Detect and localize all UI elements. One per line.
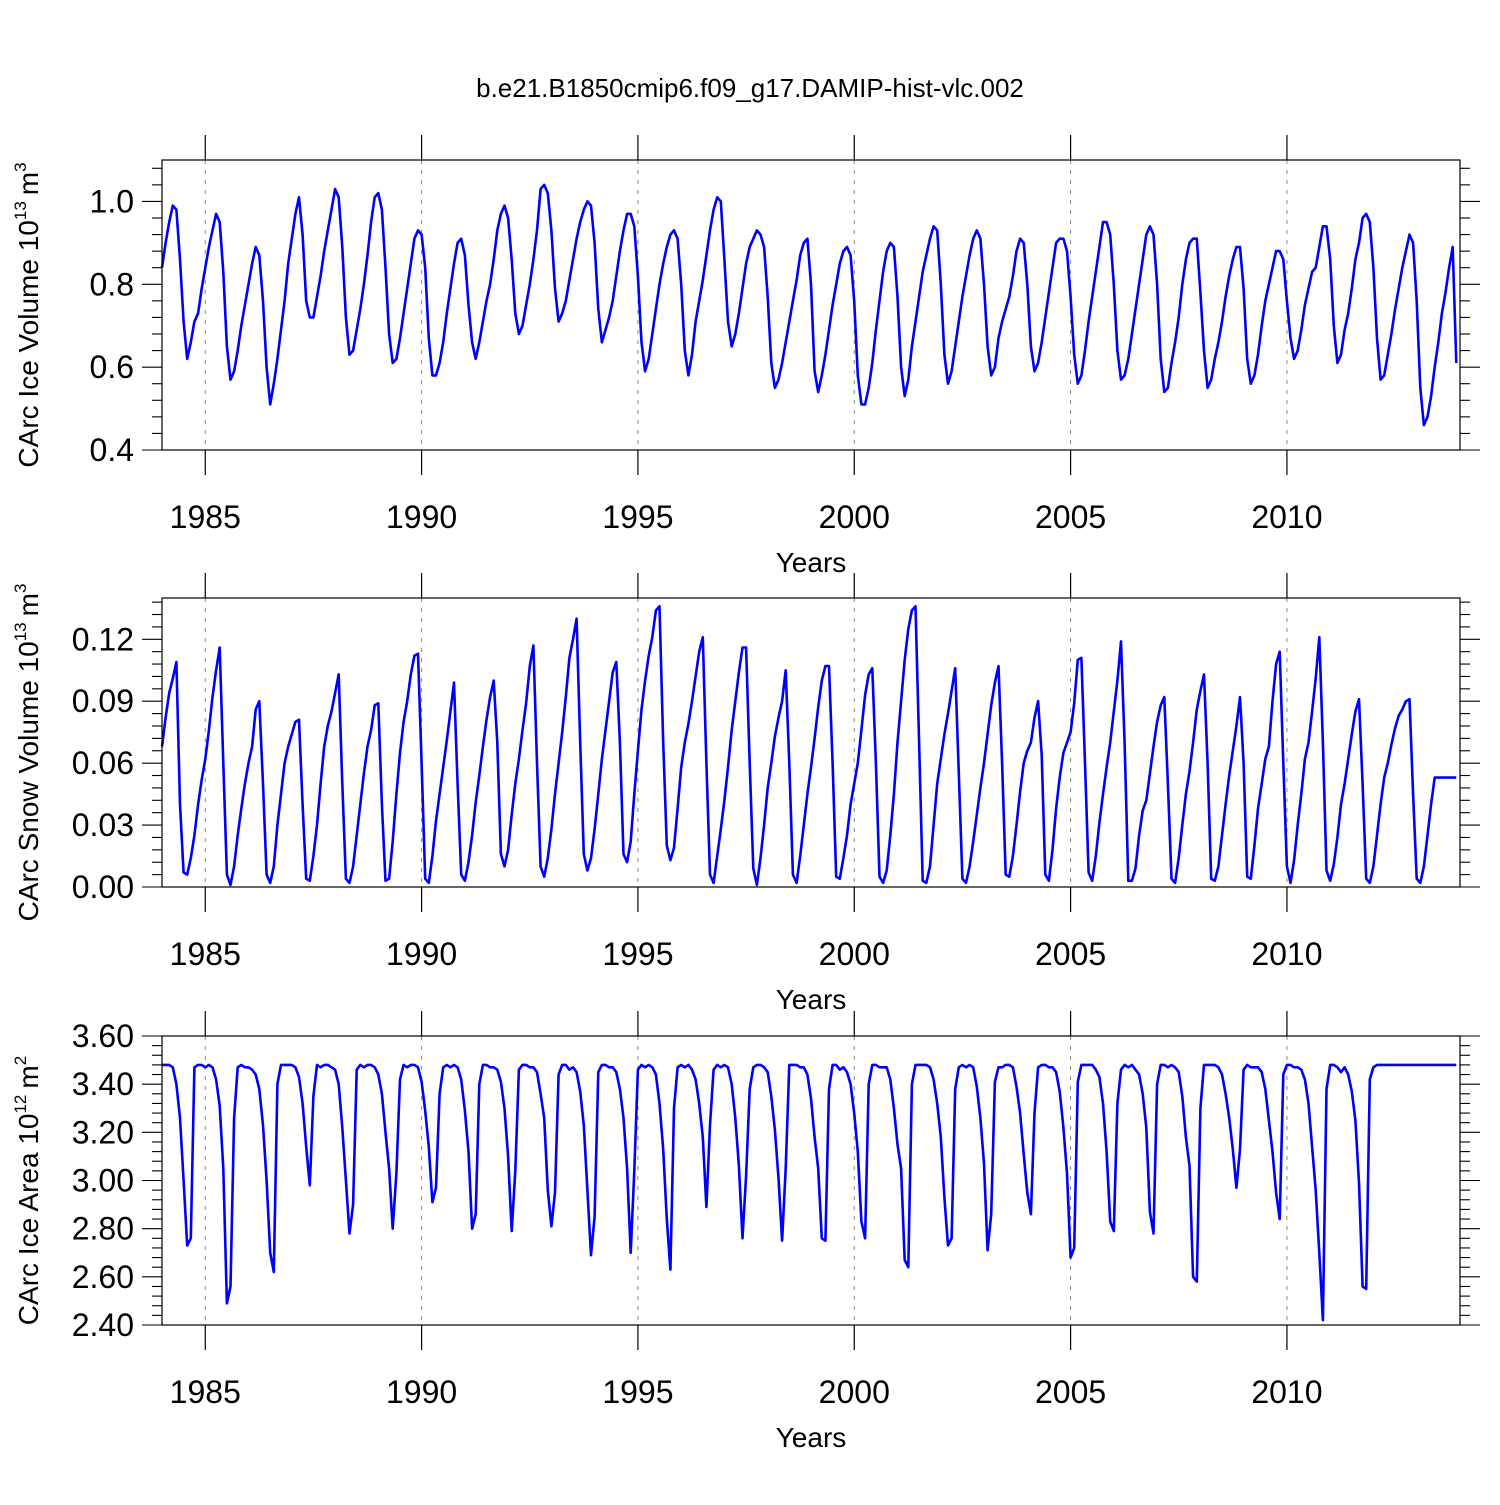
y-tick-label: 0.06 [72, 745, 134, 781]
y-axis-title-unit-exponent: 3 [11, 584, 30, 593]
x-tick-label: 1990 [386, 936, 457, 972]
x-tick-label: 1990 [386, 1374, 457, 1410]
y-axis-title-exponent: 12 [11, 1095, 30, 1114]
y-tick-label: 0.8 [90, 266, 134, 302]
x-tick-label: 1985 [170, 936, 241, 972]
y-tick-label: 0.12 [72, 621, 134, 657]
y-tick-label: 3.40 [72, 1066, 134, 1102]
y-axis-title-unit: m [13, 593, 44, 616]
page-title: b.e21.B1850cmip6.f09_g17.DAMIP-hist-vlc.… [476, 73, 1024, 103]
y-axis-title-main: CArc Ice Area 10 [13, 1114, 44, 1326]
x-axis-title: Years [776, 1422, 847, 1453]
x-axis-title: Years [776, 547, 847, 578]
y-tick-label: 0.09 [72, 683, 134, 719]
x-tick-label: 2000 [819, 499, 890, 535]
y-axis-title-main: CArc Ice Volume 10 [13, 220, 44, 467]
y-axis-title: CArc Snow Volume 1013 m3 [11, 584, 44, 922]
x-tick-label: 1985 [170, 499, 241, 535]
y-axis-title-exponent: 13 [11, 622, 30, 641]
plot-frame [161, 159, 1461, 451]
y-tick-label: 3.60 [72, 1018, 134, 1054]
y-axis-title-unit-exponent: 2 [11, 1056, 30, 1065]
plot-frame [161, 597, 1461, 888]
y-tick-label: 0.00 [72, 869, 134, 905]
y-axis-title-unit: m [13, 172, 44, 195]
y-tick-label: 2.40 [72, 1307, 134, 1343]
chart-panels: 1985 1990 1995 2000 2005 2010 0.4 0.6 0.8 1.0 Year… [11, 135, 1480, 1453]
x-tick-label: 1995 [602, 499, 673, 535]
y-tick-label: 2.60 [72, 1259, 134, 1295]
series-line-snow-volume [160, 604, 1457, 887]
panel-ice-area: 1985 1990 1995 2000 2005 2010 2.40 2.60 2.80 3.00… [11, 1011, 1480, 1453]
x-tick-label: 2005 [1035, 936, 1106, 972]
panel-snow-volume: 1985 1990 1995 2000 2005 2010 0.00 0.03 0.06 0.09… [11, 573, 1480, 1015]
x-tick-label: 2010 [1251, 936, 1322, 972]
y-tick-label: 2.80 [72, 1211, 134, 1247]
x-tick-label: 2000 [819, 936, 890, 972]
y-axis-title-main: CArc Snow Volume 10 [13, 641, 44, 921]
y-axis-title: CArc Ice Volume 1013 m3 [11, 162, 44, 467]
y-axis-title-unit-exponent: 3 [11, 162, 30, 171]
x-tick-label: 2005 [1035, 499, 1106, 535]
panel-ice-volume: 1985 1990 1995 2000 2005 2010 0.4 0.6 0.8 1.0 Year… [11, 135, 1480, 578]
y-tick-label: 3.00 [72, 1163, 134, 1199]
y-tick-label: 3.20 [72, 1114, 134, 1150]
x-axis-title: Years [776, 984, 847, 1015]
y-axis-title-unit: m [13, 1065, 44, 1088]
y-tick-label: 1.0 [90, 183, 134, 219]
y-tick-label: 0.03 [72, 807, 134, 843]
x-tick-label: 2010 [1251, 499, 1322, 535]
x-tick-label: 2010 [1251, 1374, 1322, 1410]
y-tick-label: 0.6 [90, 349, 134, 385]
series-line-ice-area [162, 1063, 1457, 1322]
series-line-ice-volume [160, 183, 1458, 427]
x-tick-label: 1995 [602, 936, 673, 972]
x-tick-label: 1990 [386, 499, 457, 535]
x-tick-label: 2005 [1035, 1374, 1106, 1410]
x-tick-label: 1995 [602, 1374, 673, 1410]
x-tick-label: 2000 [819, 1374, 890, 1410]
x-tick-label: 1985 [170, 1374, 241, 1410]
y-axis-title-exponent: 13 [11, 201, 30, 220]
y-axis-title: CArc Ice Area 1012 m2 [11, 1056, 44, 1325]
y-tick-label: 0.4 [90, 432, 134, 468]
